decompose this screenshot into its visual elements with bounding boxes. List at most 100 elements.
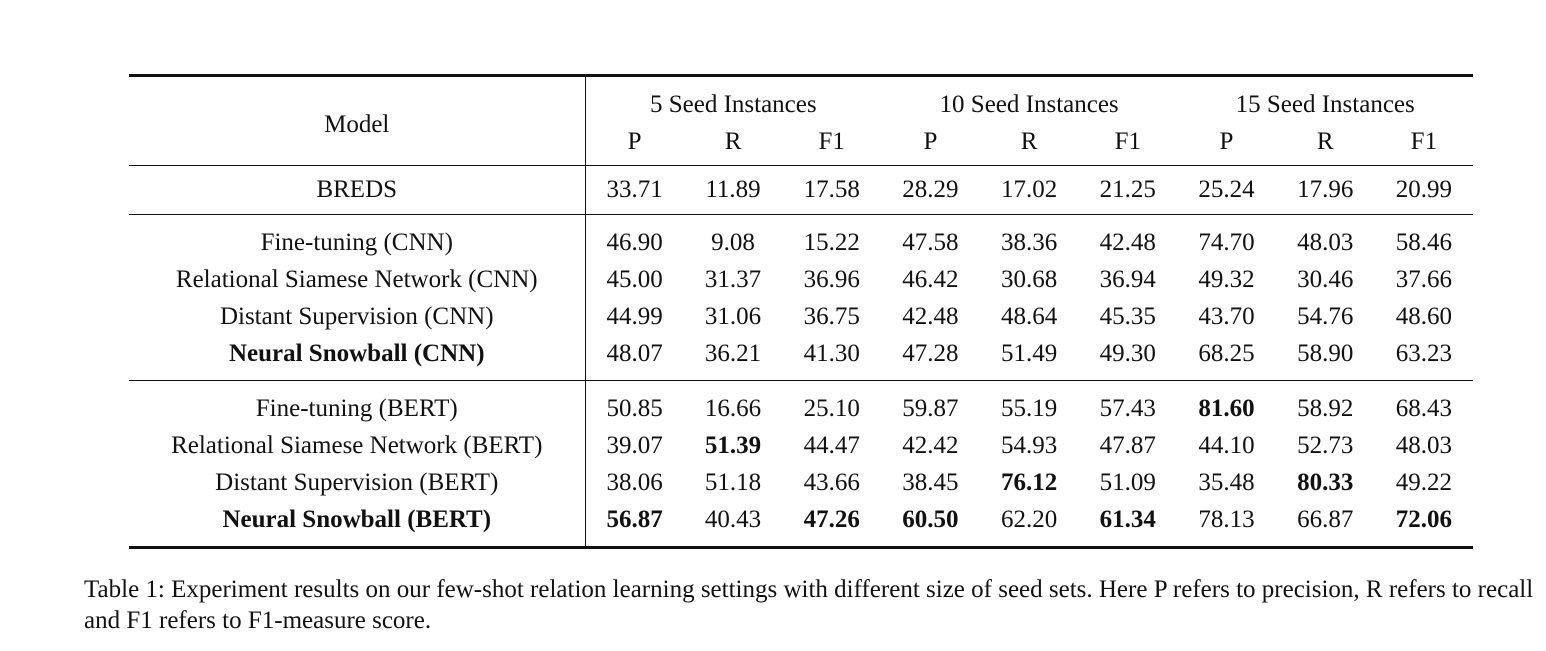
- value-cell: 78.13: [1177, 501, 1276, 549]
- value-cell: 25.10: [803, 395, 860, 422]
- value-cell: 30.46: [1297, 266, 1354, 293]
- value-cell: 58.92: [1297, 395, 1354, 422]
- value-cell: 46.90: [606, 229, 663, 256]
- model-name-cell: Neural Snowball (BERT): [129, 501, 586, 549]
- value-cell: 68.43: [1395, 395, 1452, 422]
- metric-header: R: [1275, 125, 1375, 166]
- metric-header: P: [1177, 125, 1276, 166]
- value-cell: 68.25: [1177, 335, 1276, 381]
- value-cell: 36.96: [803, 266, 860, 293]
- model-column-header: Model: [129, 74, 586, 166]
- value-cell: 51.18: [704, 469, 762, 496]
- table-row: Neural Snowball (BERT) 56.87 40.43 47.26 60.…: [129, 501, 1474, 549]
- value-cell: 58.46: [1395, 229, 1452, 256]
- value-cell: 42.42: [902, 432, 959, 459]
- table-row: Neural Snowball (CNN) 48.07 36.21 41.30 47.2…: [129, 335, 1474, 381]
- value-cell: 20.99: [1374, 165, 1474, 215]
- table-row: Fine-tuning (CNN) 46.90 9.08 15.22 47.58 38.3…: [129, 214, 1473, 261]
- value-cell: 51.49: [979, 335, 1079, 381]
- value-cell: 44.10: [1198, 432, 1255, 459]
- value-cell: 47.28: [881, 335, 980, 381]
- value-cell: 59.87: [902, 395, 959, 422]
- model-name-cell: Fine-tuning (BERT): [129, 380, 586, 427]
- table-row: Relational Siamese Network (CNN) 45.00 31.…: [129, 261, 1473, 298]
- value-cell: 45.00: [606, 266, 663, 293]
- metric-header: R: [683, 125, 783, 166]
- value-cell: 41.30: [782, 335, 882, 381]
- results-table: Model 5 Seed Instances 10 Seed Instances…: [129, 74, 1474, 549]
- table-row: Distant Supervision (BERT) 38.06 51.18 43.6…: [129, 464, 1473, 501]
- value-cell: 16.66: [704, 395, 762, 422]
- value-cell: 28.29: [881, 165, 980, 215]
- value-cell: 80.33: [1297, 469, 1354, 496]
- table-row: Distant Supervision (CNN) 44.99 31.06 36.75…: [129, 298, 1473, 335]
- value-cell: 31.37: [704, 266, 762, 293]
- value-cell: 33.71: [585, 165, 684, 215]
- metric-header: P: [881, 125, 980, 166]
- value-cell: 36.21: [683, 335, 783, 381]
- value-cell: 46.42: [902, 266, 959, 293]
- value-cell: 50.85: [606, 395, 663, 422]
- value-cell: 11.89: [683, 165, 783, 215]
- value-cell: 37.66: [1395, 266, 1452, 293]
- value-cell: 63.23: [1374, 335, 1474, 381]
- value-cell: 48.64: [1000, 303, 1058, 330]
- header-row-metrics: P R F1 P R F1 P R F1: [129, 125, 1474, 166]
- value-cell: 17.58: [782, 165, 882, 215]
- value-cell: 48.60: [1395, 303, 1452, 330]
- value-cell: 52.73: [1297, 432, 1354, 459]
- value-cell: 58.90: [1275, 335, 1375, 381]
- value-cell: 60.50: [881, 501, 980, 549]
- value-cell: 48.03: [1395, 432, 1452, 459]
- value-cell: 76.12: [1000, 469, 1058, 496]
- value-cell: 72.06: [1374, 501, 1474, 549]
- value-cell: 35.48: [1198, 469, 1255, 496]
- value-cell: 62.20: [979, 501, 1079, 549]
- value-cell: 55.19: [1000, 395, 1058, 422]
- value-cell: 38.36: [1000, 229, 1058, 256]
- model-name-cell: Relational Siamese Network (CNN): [129, 261, 586, 298]
- header-row-groups: Model 5 Seed Instances 10 Seed Instances…: [129, 74, 1474, 166]
- metric-header: P: [585, 125, 684, 166]
- value-cell: 49.30: [1078, 335, 1178, 381]
- metric-header: F1: [1374, 125, 1474, 166]
- results-table-container: Model 5 Seed Instances 10 Seed Instances…: [129, 74, 1474, 549]
- value-cell: 47.26: [782, 501, 882, 549]
- value-cell: 38.45: [902, 469, 959, 496]
- value-cell: 43.66: [803, 469, 860, 496]
- value-cell: 25.24: [1177, 165, 1276, 215]
- value-cell: 31.06: [704, 303, 762, 330]
- value-cell: 45.35: [1099, 303, 1156, 330]
- table-row: Relational Siamese Network (BERT) 39.07 51…: [129, 427, 1473, 464]
- value-cell: 43.70: [1198, 303, 1255, 330]
- value-cell: 74.70: [1198, 229, 1255, 256]
- table-row: Fine-tuning (BERT) 50.85 16.66 25.10 59.87 55…: [129, 380, 1473, 427]
- value-cell: 81.60: [1198, 395, 1255, 422]
- value-cell: 44.99: [606, 303, 663, 330]
- value-cell: 61.34: [1078, 501, 1178, 549]
- value-cell: 36.75: [803, 303, 860, 330]
- metric-header: F1: [1078, 125, 1178, 166]
- value-cell: 38.06: [606, 469, 663, 496]
- value-cell: 49.32: [1198, 266, 1255, 293]
- value-cell: 56.87: [585, 501, 684, 549]
- table-caption: Table 1: Experiment results on our few-s…: [84, 576, 1534, 634]
- group-header-15-seed: 15 Seed Instances: [1177, 74, 1474, 125]
- value-cell: 40.43: [683, 501, 783, 549]
- value-cell: 17.96: [1275, 165, 1375, 215]
- value-cell: 49.22: [1395, 469, 1452, 496]
- group-header-5-seed: 5 Seed Instances: [585, 74, 882, 125]
- model-name-cell: Distant Supervision (BERT): [129, 464, 586, 501]
- value-cell: 54.93: [1000, 432, 1058, 459]
- table-row: BREDS 33.71 11.89 17.58 28.29 17.02 21.25 25.24…: [129, 165, 1474, 215]
- value-cell: 39.07: [606, 432, 663, 459]
- value-cell: 21.25: [1078, 165, 1178, 215]
- value-cell: 17.02: [979, 165, 1079, 215]
- value-cell: 47.87: [1099, 432, 1156, 459]
- value-cell: 42.48: [902, 303, 959, 330]
- value-cell: 30.68: [1000, 266, 1058, 293]
- metric-header: F1: [782, 125, 882, 166]
- model-name-cell: Neural Snowball (CNN): [129, 335, 586, 381]
- value-cell: 51.39: [704, 432, 762, 459]
- value-cell: 42.48: [1099, 229, 1156, 256]
